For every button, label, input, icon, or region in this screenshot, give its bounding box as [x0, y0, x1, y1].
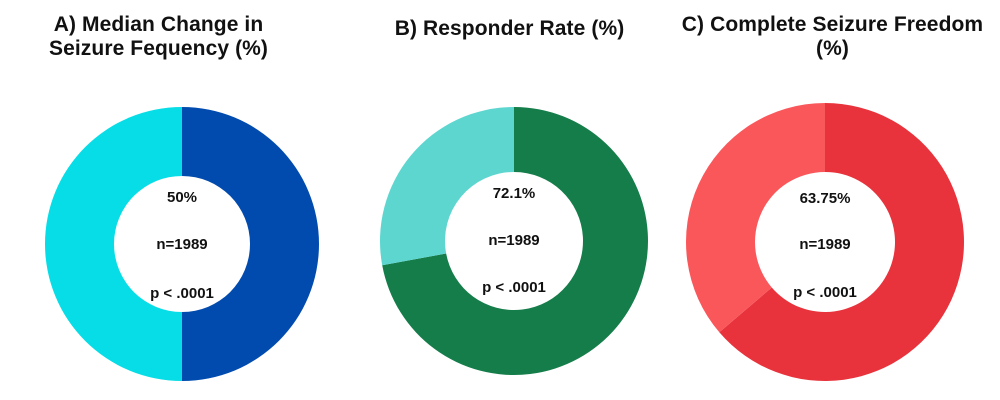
center-label-1: 72.1%	[493, 185, 536, 202]
donut-slice-2	[380, 107, 514, 266]
chart-title-b-line-1: B) Responder Rate (%)	[394, 17, 625, 40]
center-label-3: p < .0001	[793, 284, 857, 301]
donut-slice-1	[719, 103, 964, 382]
chart-panel-a: A) Median Change in Seizure Fequency (%)…	[0, 0, 333, 400]
chart-title-c: C) Complete Seizure Freedom (%)	[666, 13, 999, 61]
center-label-3: p < .0001	[150, 285, 214, 302]
center-label-2: n=1989	[156, 236, 207, 253]
chart-panel-c: C) Complete Seizure Freedom (%) 63.75% n=…	[666, 0, 999, 400]
chart-title-a-line-2: Seizure Fequency (%)	[48, 37, 269, 60]
chart-title-a-line-1: A) Median Change in	[53, 13, 264, 36]
center-label-2: n=1989	[799, 236, 850, 253]
donut-chart-c: 63.75% n=1989 p < .0001	[686, 103, 964, 382]
donut-chart-a: 50% n=1989 p < .0001	[45, 107, 319, 381]
center-label-1: 50%	[167, 189, 197, 206]
donut-slice-1	[182, 107, 319, 381]
donut-slice-2	[686, 103, 825, 333]
chart-panel-b: B) Responder Rate (%) 72.1% n=1989 p < .00…	[333, 0, 666, 400]
donut-slice-1	[382, 107, 648, 375]
donut-chart-b: 72.1% n=1989 p < .0001	[380, 107, 648, 375]
center-label-2: n=1989	[488, 232, 539, 249]
center-label-3: p < .0001	[482, 279, 546, 296]
donut-slice-2	[45, 107, 182, 381]
chart-title-b: B) Responder Rate (%)	[343, 17, 676, 41]
center-label-1: 63.75%	[800, 190, 851, 207]
chart-title-c-line-1: C) Complete Seizure Freedom (%)	[681, 13, 984, 60]
chart-title-a: A) Median Change in Seizure Fequency (%)	[0, 13, 325, 61]
